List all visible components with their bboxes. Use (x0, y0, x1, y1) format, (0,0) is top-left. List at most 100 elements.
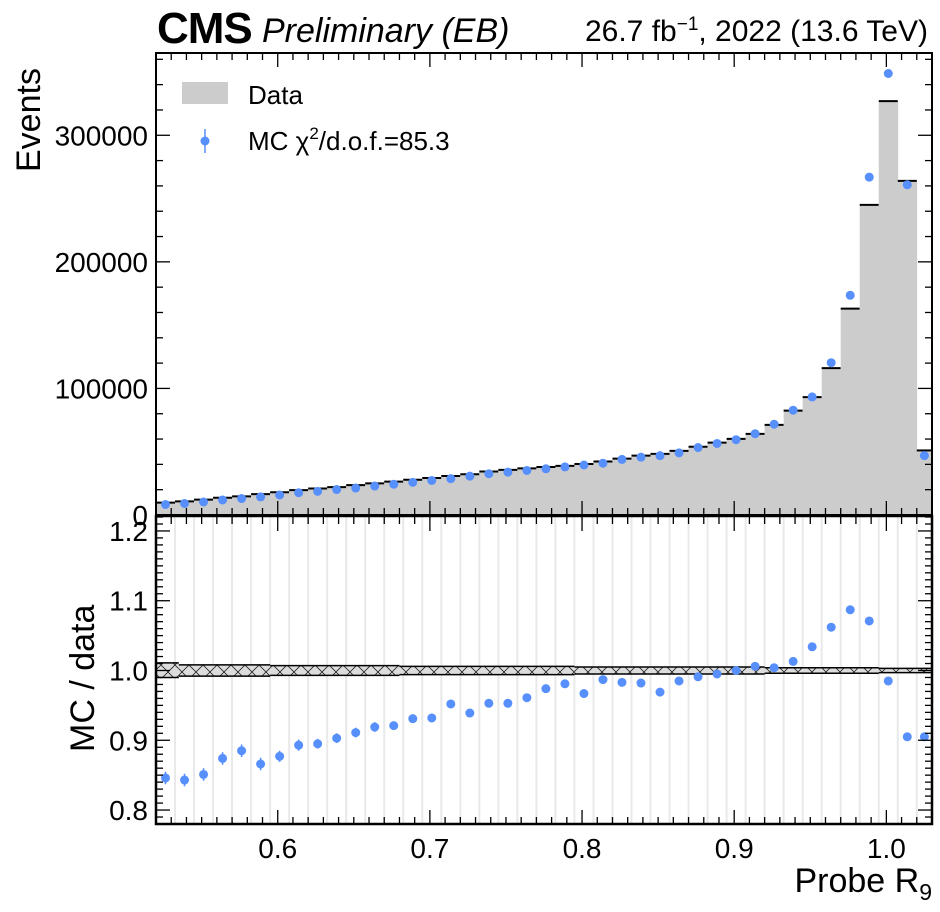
legend-mc-exp: 2 (309, 124, 318, 143)
mc-marker (503, 467, 513, 477)
mc-marker (199, 497, 209, 507)
data-bar (783, 410, 804, 515)
syst-band-hatch (399, 666, 575, 675)
data-bar (403, 479, 423, 515)
ratio-marker (275, 751, 285, 761)
x-tick-label: 1.0 (867, 833, 906, 864)
data-bar (821, 368, 842, 515)
ratio-marker (919, 732, 929, 742)
data-bar (346, 485, 366, 515)
mc-marker (883, 69, 893, 79)
x-axis-label-main: Probe R (794, 862, 920, 900)
data-bar (878, 101, 899, 515)
data-bar (840, 308, 861, 515)
mc-marker (465, 471, 475, 481)
mc-markers (161, 69, 929, 509)
mc-marker (427, 475, 437, 485)
mc-marker (351, 483, 361, 493)
x-tick-label: 0.7 (410, 833, 449, 864)
ratio-marker (446, 699, 456, 709)
cms-logo-text: CMS (157, 4, 253, 53)
legend-data-swatch (182, 82, 228, 104)
ratio-marker (674, 676, 684, 686)
ratio-marker (332, 733, 342, 743)
data-bar (612, 458, 632, 515)
ratio-marker (351, 728, 361, 738)
luminosity-label: 26.7 fb−1, 2022 (13.6 TeV) (585, 14, 928, 49)
data-bar (194, 499, 214, 515)
data-bar (270, 492, 290, 515)
mc-marker (731, 435, 741, 445)
mc-marker (389, 479, 399, 489)
y-tick-label: 1.0 (109, 656, 148, 687)
lumi-value: 26.7 fb (584, 15, 677, 48)
mc-marker (332, 485, 342, 495)
syst-band-hatch (178, 664, 271, 677)
x-tick-label: 0.6 (258, 833, 297, 864)
ratio-marker (883, 676, 893, 686)
mc-marker (598, 458, 608, 468)
ratio-marker (731, 666, 741, 675)
lumi-exponent: −1 (676, 14, 699, 35)
legend-mc-prefix: MC χ (248, 126, 310, 156)
ratio-marker (237, 746, 247, 756)
ratio-marker (503, 698, 513, 708)
ratio-panel (156, 517, 932, 824)
data-bar (593, 461, 613, 515)
data-bar (384, 481, 404, 515)
ratio-marker (864, 616, 874, 626)
syst-band-hatch (764, 667, 879, 674)
data-bar (460, 474, 480, 515)
ratio-marker (180, 775, 190, 785)
data-bar (251, 494, 271, 515)
y-tick-label: 300000 (55, 120, 148, 151)
ratio-marker (902, 732, 912, 742)
ratio-marker (541, 684, 551, 694)
lumi-rest: , 2022 (13.6 TeV) (698, 15, 928, 48)
mc-marker (313, 486, 323, 496)
ratio-marker (218, 753, 228, 763)
mc-marker (693, 443, 703, 453)
ratio-marker (807, 642, 817, 652)
axes-frames: 0.6 0.7 0.8 0.9 1.0 0 100000 200000 300000 0.8 0.9… (55, 52, 934, 864)
mc-marker (522, 465, 532, 475)
ratio-marker (484, 698, 494, 708)
y-tick-label: 0.9 (109, 725, 148, 756)
mc-marker (541, 464, 551, 474)
ratio-marker (389, 721, 399, 731)
mc-marker (256, 492, 266, 502)
ratio-marker (579, 689, 589, 699)
ratio-marker (465, 708, 475, 718)
mc-marker (864, 172, 874, 182)
mc-marker (845, 290, 855, 300)
ratio-marker (408, 714, 418, 724)
data-histogram (156, 100, 932, 515)
data-bar (574, 463, 594, 515)
data-bar (688, 446, 708, 515)
data-bar (669, 450, 689, 515)
data-bar (213, 497, 233, 515)
data-bar (745, 433, 766, 515)
mc-marker (560, 462, 570, 472)
ratio-marker (427, 713, 437, 723)
data-bar (498, 469, 518, 515)
mc-marker (788, 405, 798, 415)
data-bar (289, 490, 309, 515)
syst-band-hatch (878, 668, 932, 673)
y-tick-label: 0 (132, 500, 148, 531)
ratio-marker (769, 663, 779, 673)
mc-marker (237, 494, 247, 504)
data-bar (555, 465, 575, 515)
mc-marker (161, 499, 171, 509)
mc-marker (902, 180, 912, 190)
syst-band (156, 662, 932, 679)
ratio-marker (256, 759, 266, 769)
ratio-marker (522, 693, 532, 703)
ratio-marker (313, 739, 323, 749)
mc-marker (636, 452, 646, 462)
mc-marker (218, 495, 228, 505)
x-tick-label: 0.8 (563, 833, 602, 864)
mc-marker (446, 474, 456, 484)
y-tick-label: 1.2 (109, 516, 148, 547)
